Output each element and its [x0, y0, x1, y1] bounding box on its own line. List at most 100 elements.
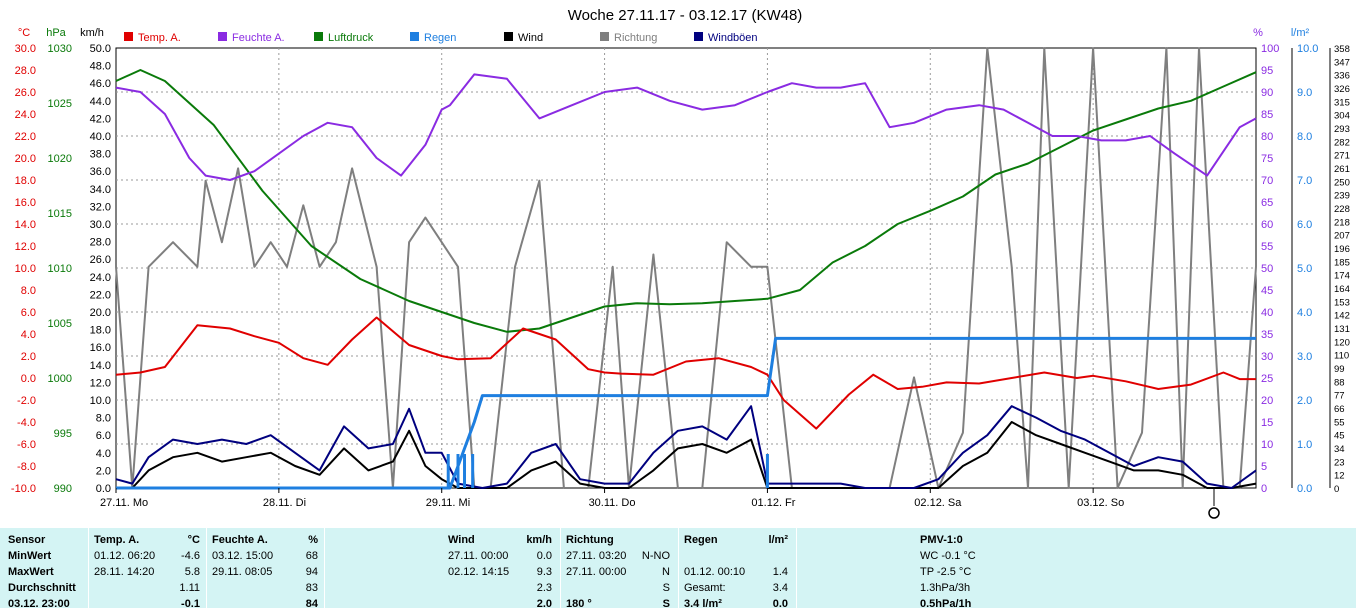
tick-label-wind: 8.0: [96, 413, 111, 425]
stat-pmv: 1.3hPa/3h: [920, 582, 971, 594]
tick-label-pressure: 1025: [48, 98, 72, 110]
tick-label-temp: -6.0: [17, 439, 36, 451]
tick-label-wind: 28.0: [90, 237, 111, 249]
stat-temp-time: 28.11. 14:20: [94, 566, 155, 578]
legend-label-wind: Wind: [518, 32, 543, 44]
tick-label-temp: 24.0: [15, 109, 36, 121]
legend-swatch-regen: [410, 32, 419, 41]
tick-label-humidity: 30: [1261, 351, 1273, 363]
tick-label-direction: 304: [1334, 111, 1350, 122]
tick-label-humidity: 80: [1261, 131, 1273, 143]
tick-label-temp: 18.0: [15, 175, 36, 187]
tick-label-direction: 293: [1334, 124, 1350, 135]
x-axis-labels: 27.11. Mo 28.11. Di 29.11. Mi 30.11. Do 01.1…: [100, 488, 1124, 509]
legend: Temp. A. Feuchte A. Luftdruck Regen Wind Rich…: [124, 32, 758, 44]
tick-label-direction: 77: [1334, 391, 1345, 402]
tick-label-humidity: 40: [1261, 307, 1273, 319]
tick-label-rain: 0.0: [1297, 483, 1312, 495]
series-line-luftdruck: [115, 69, 1257, 333]
header-wind-unit: km/h: [526, 534, 552, 546]
series-line-feuchte: [115, 73, 1257, 181]
tick-label-humidity: 35: [1261, 329, 1273, 341]
tick-label-direction: 239: [1334, 191, 1350, 202]
tick-label-direction: 326: [1334, 84, 1350, 95]
legend-swatch-luftdruck: [314, 32, 323, 41]
tick-label-humidity: 20: [1261, 395, 1273, 407]
tick-label-pressure: 1000: [48, 373, 72, 385]
tick-label-humidity: 60: [1261, 219, 1273, 231]
tick-label-wind: 16.0: [90, 342, 111, 354]
legend-label-luftdruck: Luftdruck: [328, 32, 374, 44]
x-tick-label: 01.12. Fr: [751, 497, 795, 509]
tick-label-direction: 12: [1334, 471, 1345, 482]
x-tick-label: 30.11. Do: [589, 497, 636, 509]
tick-label-temp: 12.0: [15, 241, 36, 253]
tick-label-direction: 196: [1334, 244, 1350, 255]
statistics-panel: Sensor Temp. A. °C Feuchte A. % Wind km/…: [0, 528, 1356, 610]
tick-label-rain: 1.0: [1297, 439, 1312, 451]
tick-label-temp: -10.0: [11, 483, 36, 495]
tick-label-wind: 0.0: [96, 483, 111, 495]
tick-label-wind: 38.0: [90, 149, 111, 161]
tick-label-humidity: 15: [1261, 417, 1273, 429]
tick-label-direction: 66: [1334, 404, 1345, 415]
series-line-temp: [115, 316, 1256, 430]
tick-label-temp: 2.0: [21, 351, 36, 363]
tick-label-wind: 44.0: [90, 96, 111, 108]
stat-feuchte-time: 29.11. 08:05: [212, 566, 273, 578]
tick-label-temp: 22.0: [15, 131, 36, 143]
tick-label-temp: 16.0: [15, 197, 36, 209]
tick-label-rain: 6.0: [1297, 219, 1312, 231]
tick-label-wind: 46.0: [90, 78, 111, 90]
tick-label-wind: 6.0: [96, 430, 111, 442]
x-tick-label: 28.11. Di: [263, 497, 306, 509]
axis-unit: hPa: [46, 27, 66, 39]
legend-label-feuchte: Feuchte A.: [232, 32, 285, 44]
header-feuchte-unit: %: [308, 534, 318, 546]
series-line-regen: [116, 336, 1256, 490]
tick-label-wind: 24.0: [90, 272, 111, 284]
stat-feuchte-time: 03.12. 15:00: [212, 550, 274, 562]
legend-label-temp: Temp. A.: [138, 32, 181, 44]
stat-feuchte-val: 83: [305, 582, 318, 594]
stat-temp-time: 01.12. 06:20: [94, 550, 156, 562]
stat-richtung-val: S: [662, 598, 670, 610]
axis-unit: %: [1253, 27, 1263, 39]
time-marker-icon[interactable]: [1208, 507, 1220, 519]
tick-label-wind: 26.0: [90, 254, 111, 266]
tick-label-wind: 4.0: [96, 448, 111, 460]
stat-feuchte-val: 84: [305, 598, 318, 610]
x-tick-label: 03.12. So: [1077, 497, 1124, 509]
tick-label-humidity: 45: [1261, 285, 1273, 297]
stat-richtung-time: 27.11. 03:20: [566, 550, 627, 562]
stat-wind-time: 27.11. 00:00: [448, 550, 509, 562]
tick-label-direction: 207: [1334, 231, 1350, 242]
stat-pmv: TP -2.5 °C: [920, 566, 972, 578]
tick-label-direction: 55: [1334, 417, 1345, 428]
tick-label-direction: 0: [1334, 484, 1339, 495]
tick-label-humidity: 65: [1261, 197, 1273, 209]
tick-label-direction: 153: [1334, 297, 1350, 308]
tick-label-temp: -2.0: [17, 395, 36, 407]
stat-temp-val: -0.1: [181, 598, 200, 610]
tick-label-wind: 18.0: [90, 325, 111, 337]
tick-label-pressure: 995: [54, 428, 72, 440]
tick-label-direction: 218: [1334, 217, 1350, 228]
stat-regen-time: 3.4 l/m²: [684, 598, 722, 610]
stat-richtung-val: S: [662, 582, 670, 594]
tick-label-wind: 30.0: [90, 219, 111, 231]
tick-label-direction: 34: [1334, 444, 1345, 455]
stat-feuchte-val: 94: [305, 566, 318, 578]
stat-wind-val: 2.3: [536, 582, 552, 594]
tick-label-pressure: 1030: [48, 43, 72, 55]
time-marker: [1208, 488, 1220, 519]
tick-label-pressure: 1010: [48, 263, 72, 275]
tick-label-wind: 12.0: [90, 377, 111, 389]
header-regen-unit: l/m²: [768, 534, 788, 546]
plot-area: [115, 47, 1257, 490]
tick-label-pressure: 990: [54, 483, 72, 495]
tick-label-wind: 36.0: [90, 166, 111, 178]
tick-label-wind: 42.0: [90, 113, 111, 125]
tick-label-temp: 0.0: [21, 373, 36, 385]
header-temp-unit: °C: [187, 534, 200, 546]
